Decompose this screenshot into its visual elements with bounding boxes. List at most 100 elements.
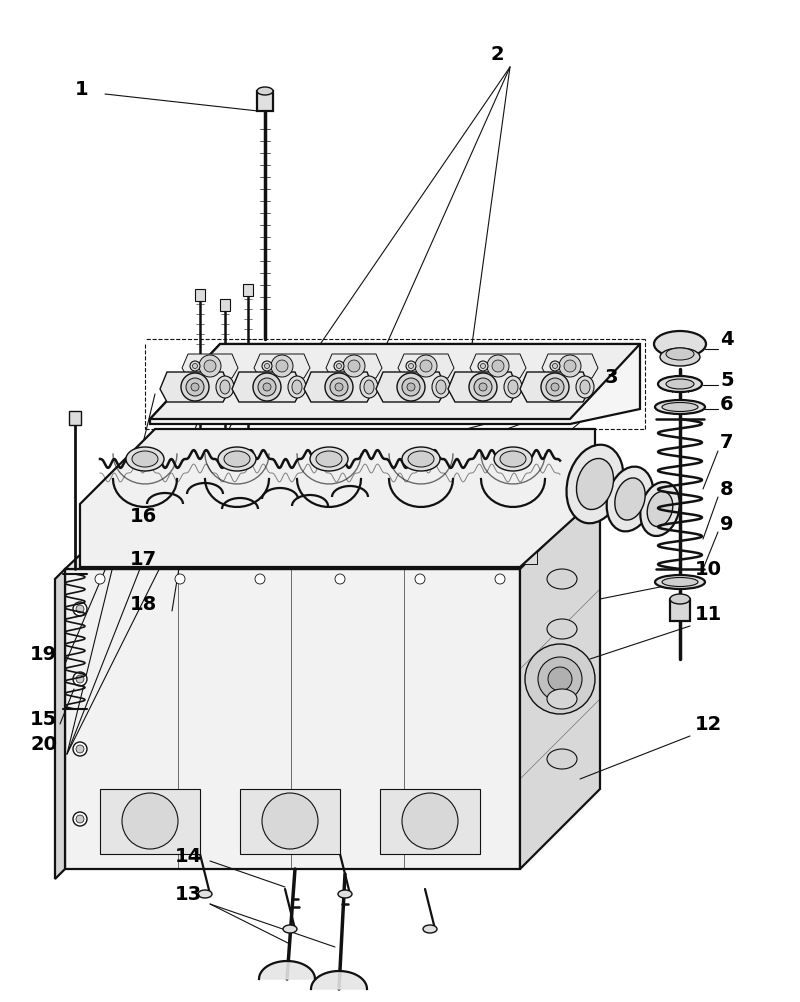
- Ellipse shape: [655, 401, 705, 415]
- Polygon shape: [520, 490, 600, 869]
- Ellipse shape: [436, 381, 446, 395]
- Circle shape: [204, 361, 216, 373]
- Text: 10: 10: [695, 559, 722, 578]
- Circle shape: [276, 361, 288, 373]
- Text: 15: 15: [30, 709, 58, 728]
- Circle shape: [481, 364, 486, 369]
- Polygon shape: [65, 569, 520, 869]
- Circle shape: [186, 379, 204, 397]
- Circle shape: [407, 384, 415, 392]
- Ellipse shape: [566, 445, 623, 524]
- Bar: [670, 599, 690, 621]
- Circle shape: [406, 362, 416, 372]
- Ellipse shape: [153, 518, 207, 536]
- Ellipse shape: [508, 381, 518, 395]
- Circle shape: [181, 374, 209, 402]
- Bar: [240, 790, 340, 854]
- Ellipse shape: [464, 513, 544, 541]
- Polygon shape: [182, 355, 238, 379]
- Ellipse shape: [338, 890, 352, 898]
- Polygon shape: [254, 355, 310, 379]
- Text: 4: 4: [720, 330, 734, 349]
- Polygon shape: [150, 345, 640, 425]
- Bar: [243, 285, 253, 297]
- Circle shape: [265, 364, 270, 369]
- Ellipse shape: [660, 349, 700, 367]
- Ellipse shape: [292, 381, 302, 395]
- Circle shape: [564, 361, 576, 373]
- Polygon shape: [150, 345, 640, 420]
- Text: 1: 1: [75, 80, 89, 99]
- Circle shape: [553, 364, 558, 369]
- Circle shape: [343, 356, 365, 378]
- Circle shape: [548, 667, 572, 691]
- Circle shape: [335, 384, 343, 392]
- Text: 11: 11: [695, 604, 722, 623]
- Ellipse shape: [364, 381, 374, 395]
- Circle shape: [199, 356, 221, 378]
- Circle shape: [335, 574, 345, 584]
- Circle shape: [73, 602, 87, 616]
- Ellipse shape: [615, 479, 645, 521]
- Bar: [265, 495, 321, 564]
- Ellipse shape: [494, 448, 532, 472]
- Ellipse shape: [547, 749, 577, 770]
- Circle shape: [253, 374, 281, 402]
- Ellipse shape: [477, 518, 531, 536]
- Circle shape: [551, 384, 559, 392]
- Ellipse shape: [283, 925, 297, 933]
- Text: 8: 8: [720, 480, 734, 499]
- Circle shape: [73, 672, 87, 686]
- Circle shape: [415, 574, 425, 584]
- Polygon shape: [326, 355, 382, 379]
- Ellipse shape: [647, 492, 673, 527]
- Bar: [481, 495, 537, 564]
- Polygon shape: [398, 355, 454, 379]
- Text: 9: 9: [720, 514, 734, 533]
- Circle shape: [546, 379, 564, 397]
- Circle shape: [263, 384, 271, 392]
- Bar: [373, 495, 429, 564]
- Text: 3: 3: [605, 368, 618, 387]
- Ellipse shape: [606, 467, 654, 532]
- Circle shape: [191, 384, 199, 392]
- Ellipse shape: [580, 381, 590, 395]
- Circle shape: [73, 813, 87, 827]
- Bar: [380, 790, 480, 854]
- Text: 17: 17: [130, 549, 157, 568]
- Circle shape: [495, 574, 505, 584]
- Polygon shape: [311, 971, 367, 989]
- Bar: [257, 92, 273, 112]
- Ellipse shape: [356, 513, 436, 541]
- Ellipse shape: [655, 575, 705, 589]
- Circle shape: [262, 794, 318, 849]
- Text: 16: 16: [130, 506, 158, 525]
- Ellipse shape: [577, 459, 614, 510]
- Circle shape: [348, 361, 360, 373]
- Ellipse shape: [500, 452, 526, 468]
- Circle shape: [76, 816, 84, 824]
- Bar: [100, 790, 200, 854]
- Circle shape: [541, 374, 569, 402]
- Circle shape: [397, 374, 425, 402]
- Ellipse shape: [547, 619, 577, 639]
- Polygon shape: [470, 355, 526, 379]
- Text: 6: 6: [720, 395, 734, 414]
- Text: 5: 5: [720, 371, 734, 390]
- Ellipse shape: [132, 452, 158, 468]
- Polygon shape: [542, 355, 598, 379]
- Circle shape: [122, 794, 178, 849]
- Ellipse shape: [408, 452, 434, 468]
- Ellipse shape: [126, 448, 164, 472]
- Bar: [69, 412, 81, 426]
- Text: 18: 18: [130, 594, 158, 613]
- Ellipse shape: [504, 377, 522, 399]
- Circle shape: [95, 574, 105, 584]
- Circle shape: [190, 362, 200, 372]
- Circle shape: [76, 605, 84, 613]
- Ellipse shape: [640, 483, 680, 536]
- Polygon shape: [448, 373, 518, 403]
- Polygon shape: [55, 569, 65, 879]
- Circle shape: [334, 362, 344, 372]
- Ellipse shape: [654, 332, 706, 358]
